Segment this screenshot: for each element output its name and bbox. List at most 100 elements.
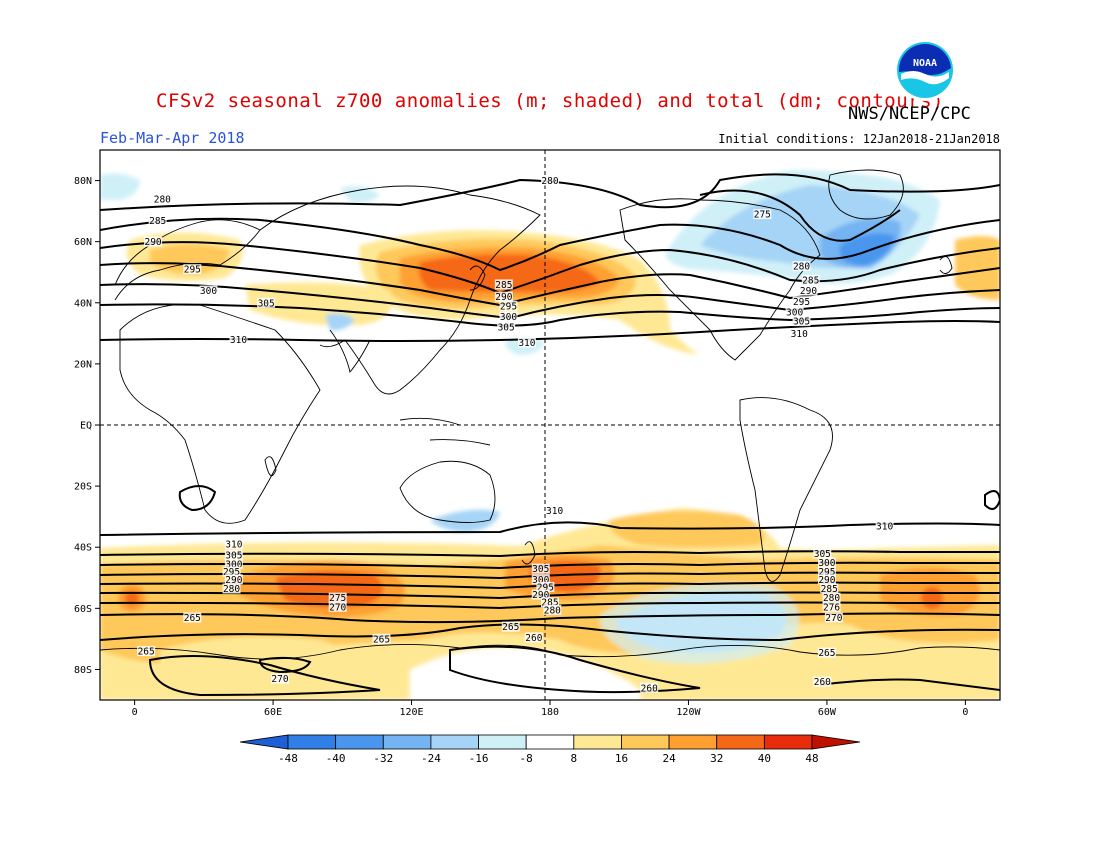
contour-label-bg <box>144 236 163 247</box>
contour-label-bg <box>785 306 804 317</box>
map-body: 2802802852902953003053102852902953003053… <box>100 150 1000 700</box>
contour-label-bg <box>494 291 513 302</box>
contour-label-bg <box>497 322 516 333</box>
contour-label-bg <box>875 520 894 531</box>
lat-label: EQ <box>80 421 92 432</box>
colorbar-upper-arrow <box>811 734 861 750</box>
contour-label-bg <box>137 646 156 657</box>
contour-label-bg <box>229 334 248 345</box>
contour-sh-300 <box>100 561 1000 570</box>
colorbar-tick-label: 16 <box>615 752 628 765</box>
contour-label: 295 <box>223 567 240 578</box>
contour-sh-270-loop <box>258 656 312 674</box>
contour-label: 295 <box>793 297 810 308</box>
colorbar-tick-label: 8 <box>571 752 578 765</box>
lat-label: 20S <box>74 482 92 493</box>
contour-label-bg <box>801 274 820 285</box>
lon-label: 120W <box>676 707 701 718</box>
contour-label-bg <box>517 337 536 348</box>
contour-sh-305 <box>100 550 1000 558</box>
asia-coast <box>259 185 541 395</box>
contour-nh-275 <box>699 189 901 242</box>
contour-label-bg <box>328 592 347 603</box>
contour-label: 295 <box>537 582 554 593</box>
contour-label-bg <box>536 581 555 592</box>
contour-label-bg <box>817 557 836 568</box>
contour-label-bg <box>790 328 809 339</box>
india-coast <box>329 329 371 373</box>
contour-label: 290 <box>144 237 161 248</box>
longitude-labels: 0 60E 120E 180 120W 60W 0 <box>132 700 968 718</box>
contour-label: 300 <box>532 575 549 586</box>
contour-label: 270 <box>271 674 288 685</box>
contour-label: 295 <box>500 301 517 312</box>
colorbar-swatch <box>335 734 384 750</box>
nh-negative-labrador-32 <box>840 233 895 266</box>
contour-label: 310 <box>518 338 535 349</box>
contour-label-bg <box>183 612 202 623</box>
contour-nh-300 <box>100 283 1000 320</box>
contour-label: 265 <box>184 613 201 624</box>
contour-sh-260-b <box>819 678 1000 691</box>
contour-label-bg <box>543 604 562 615</box>
south-america-coast <box>739 397 833 582</box>
contour-label: 305 <box>258 298 275 309</box>
contour-sh-280 <box>100 601 1000 610</box>
colorbar-swatch <box>573 734 622 750</box>
lat-label: 80S <box>74 665 92 676</box>
contour-label: 260 <box>814 677 831 688</box>
contour-label-bg <box>222 583 241 594</box>
contour-label: 295 <box>184 265 201 276</box>
colorbar-swatch <box>716 734 765 750</box>
contour-label: 260 <box>525 633 542 644</box>
contour-label: 305 <box>498 323 515 334</box>
logo-text: NOAA <box>913 58 937 69</box>
contour-label: 270 <box>329 602 346 613</box>
lat-label: 60S <box>74 604 92 615</box>
contour-label: 310 <box>225 540 242 551</box>
contour-label: 260 <box>641 683 658 694</box>
contour-label: 305 <box>225 550 242 561</box>
contour-label: 300 <box>818 558 835 569</box>
contour-label: 270 <box>825 613 842 624</box>
contour-label-bg <box>224 559 243 570</box>
contour-label: 310 <box>876 521 893 532</box>
contour-label-bg <box>501 621 520 632</box>
sh-tasman-negative <box>430 509 500 532</box>
greenland-coast <box>828 169 904 220</box>
contour-label-bg <box>813 548 832 559</box>
nh-tibet-negative <box>325 313 355 331</box>
latitude-labels: 80N 60N 40N 20N EQ 20S 40S 60S 80S <box>74 176 100 676</box>
contour-label: 265 <box>373 634 390 645</box>
contour-label-bg <box>792 316 811 327</box>
contour-label-bg <box>792 261 811 272</box>
chart-title: CFSv2 seasonal z700 anomalies (m; shaded… <box>156 90 944 112</box>
contour-label: 300 <box>786 307 803 318</box>
contour-label-bg <box>820 583 839 594</box>
contour-label-bg <box>328 601 347 612</box>
contour-label: 310 <box>230 335 247 346</box>
contour-label: 290 <box>225 575 242 586</box>
contour-label: 280 <box>154 194 171 205</box>
lat-label: 20N <box>74 359 92 370</box>
contour-label-bg <box>817 647 836 658</box>
colorbar-swatch <box>478 734 527 750</box>
colorbar-tick-label: -40 <box>326 752 346 765</box>
contour-sh-265-b <box>148 655 381 697</box>
nh-arctic-negative <box>100 173 140 200</box>
japan-coast <box>469 265 486 291</box>
contour-label-bg <box>524 632 543 643</box>
lat-label: 40S <box>74 543 92 554</box>
contour-label-bg <box>822 592 841 603</box>
contour-label: 285 <box>541 598 558 609</box>
agency-label: NWS/NCEP/CPC <box>848 104 971 124</box>
contour-label-bg <box>224 549 243 560</box>
contour-label-bg <box>545 505 564 516</box>
contour-label: 305 <box>532 564 549 575</box>
indonesia-coast <box>399 417 491 446</box>
contour-label: 280 <box>823 593 840 604</box>
nh-mediterranean-positive <box>245 282 392 326</box>
contour-label-bg <box>148 215 167 226</box>
contour-label: 275 <box>329 593 346 604</box>
